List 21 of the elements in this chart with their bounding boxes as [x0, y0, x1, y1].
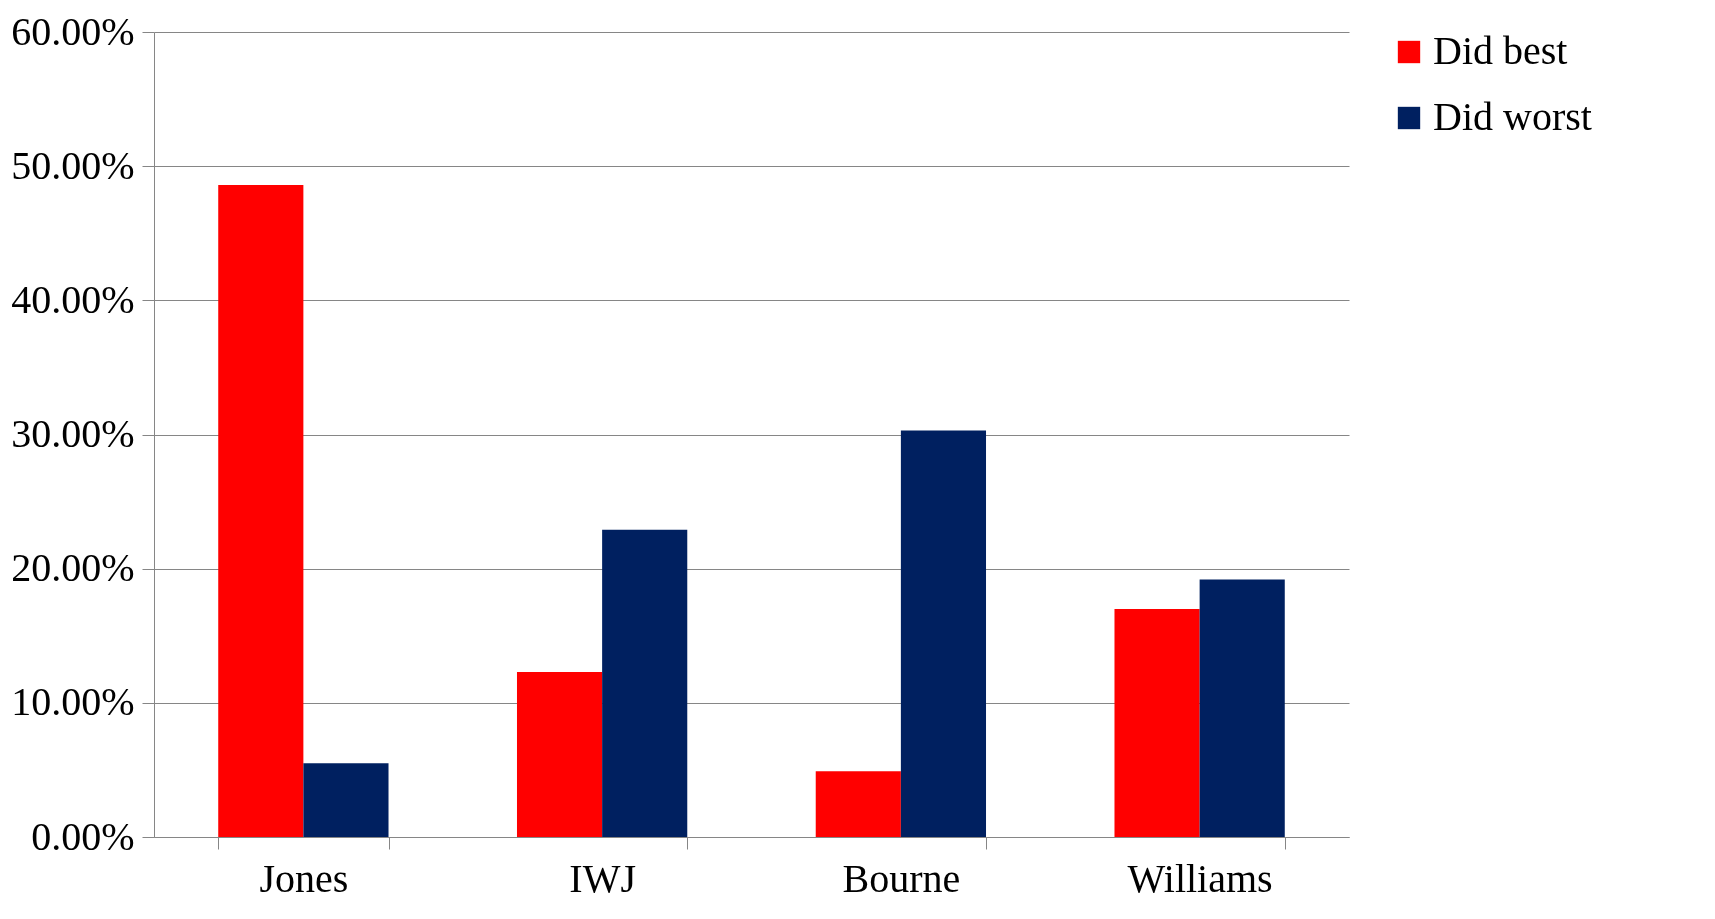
x-tick-label: Jones: [259, 855, 349, 901]
bar: [516, 671, 603, 837]
bar: [218, 184, 304, 837]
y-tick-label: 0.00%: [31, 813, 135, 859]
bar: [1199, 579, 1285, 837]
y-tick-label: 40.00%: [11, 276, 135, 322]
y-tick-label: 30.00%: [11, 411, 135, 456]
legend-label: Did best: [1433, 28, 1568, 73]
bar: [1114, 608, 1200, 837]
x-tick-label: Bourne: [842, 855, 961, 901]
legend-label: Did worst: [1433, 94, 1592, 139]
bar: [900, 430, 987, 837]
x-tick-label: IWJ: [569, 855, 636, 901]
y-tick-label: 10.00%: [11, 679, 135, 725]
bar: [815, 771, 901, 837]
y-tick-label: 20.00%: [11, 545, 135, 591]
bar: [303, 763, 389, 837]
x-tick-label: Williams: [1127, 855, 1273, 901]
bar: [602, 529, 688, 837]
y-tick-label: 60.00%: [11, 8, 135, 54]
y-tick-label: 50.00%: [11, 142, 135, 188]
